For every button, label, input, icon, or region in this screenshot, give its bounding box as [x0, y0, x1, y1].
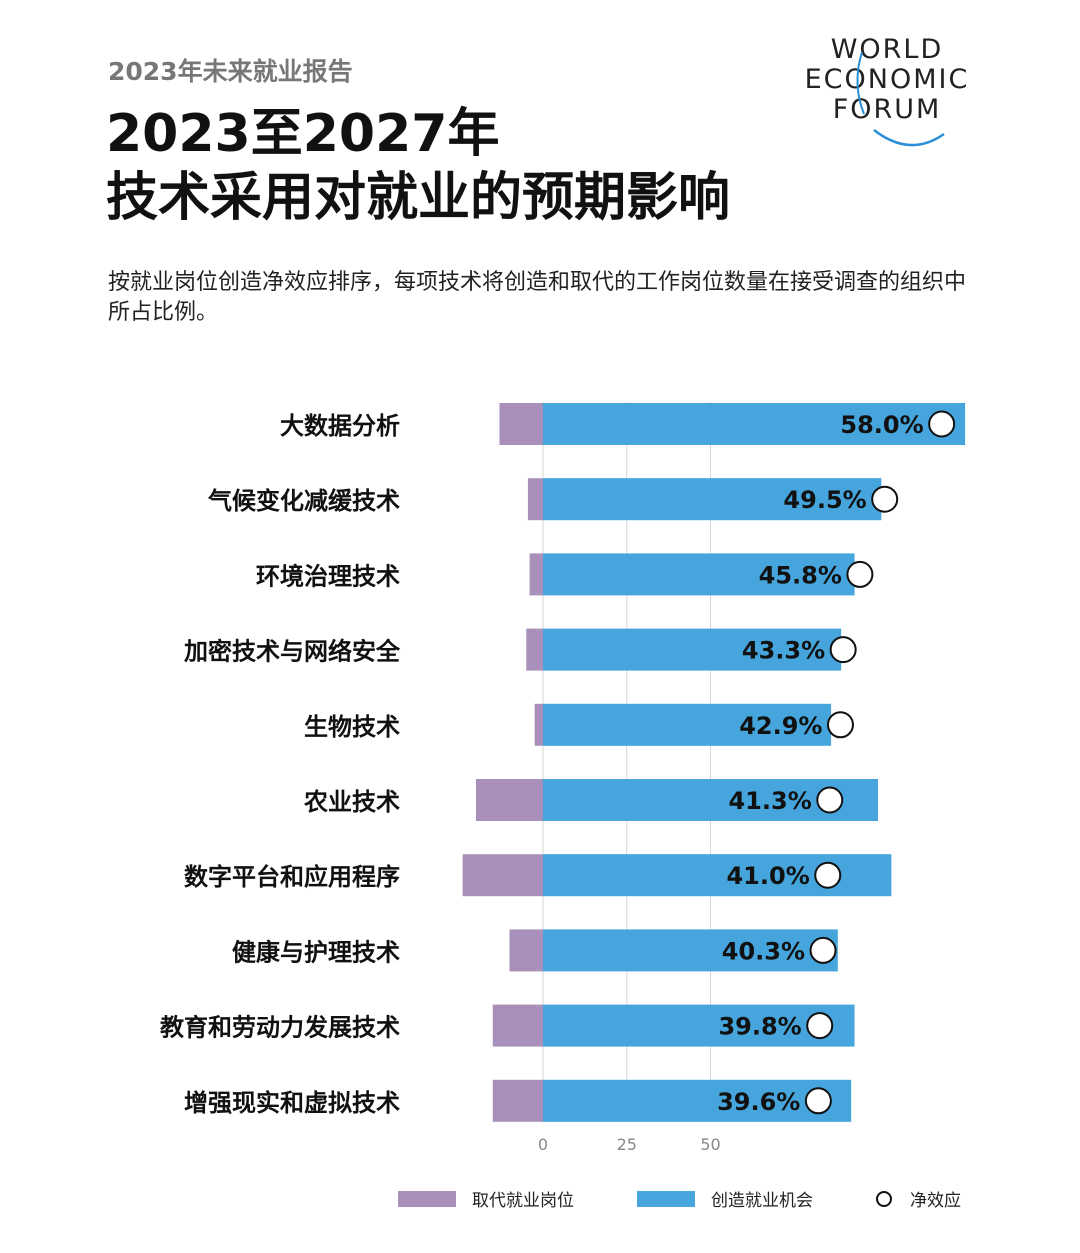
category-label: 增强现实和虚拟技术: [184, 1089, 400, 1117]
net-effect-marker: [846, 560, 874, 588]
net-effect-marker: [804, 1087, 832, 1115]
displaced-bar: [534, 703, 543, 746]
x-tick-label: 0: [538, 1135, 548, 1154]
logo-line-3: FORUM: [832, 94, 942, 125]
net-effect-marker: [816, 786, 844, 814]
category-label: 教育和劳动力发展技术: [160, 1014, 400, 1042]
net-effect-marker: [928, 410, 956, 438]
category-label: 环境治理技术: [256, 562, 400, 590]
net-effect-marker: [809, 936, 837, 964]
logo-line-1: WORLD: [830, 34, 944, 65]
legend-swatch-created: [637, 1190, 695, 1207]
net-effect-label: 41.0%: [726, 862, 809, 890]
displaced-bar: [527, 478, 543, 521]
net-effect-label: 39.8%: [718, 1013, 801, 1041]
logo-arc-icon: [856, 51, 945, 147]
legend-label-displaced: 取代就业岗位: [472, 1191, 574, 1211]
legend-item-net: 净效应: [876, 1186, 961, 1211]
logo-line-2: ECONOMIC: [804, 64, 970, 95]
created-bar: [543, 1004, 855, 1047]
category-label: 加密技术与网络安全: [184, 638, 401, 666]
category-label: 农业技术: [303, 788, 400, 816]
displaced-bar: [526, 628, 543, 671]
created-bar: [543, 628, 842, 671]
created-bar: [543, 1079, 852, 1122]
net-effect-label: 41.3%: [728, 787, 811, 815]
net-effect-label: 40.3%: [722, 937, 805, 965]
created-bar: [543, 929, 838, 972]
chart-subtitle: 按就业岗位创造净效应排序，每项技术将创造和取代的工作岗位数量在接受调查的组织中所…: [108, 270, 967, 325]
created-bar: [543, 553, 855, 596]
created-bar: [543, 703, 832, 746]
category-label: 气候变化减缓技术: [207, 487, 400, 515]
page-title: 2023至2027年 技术采用对就业的预期影响: [106, 102, 730, 230]
x-tick-label: 25: [617, 1135, 637, 1154]
displaced-bar: [529, 553, 543, 596]
bar-chart: 0 25 50 大数据分析 58.0% 气候变化减缓技术 49.5% 环境治理技术 45.8% 加…: [160, 402, 966, 1154]
displaced-bar: [509, 929, 543, 972]
title-line-2: 技术采用对就业的预期影响: [106, 168, 731, 228]
net-effect-marker: [826, 711, 854, 739]
net-effect-marker: [806, 1012, 834, 1040]
chart-legend: 取代就业岗位 创造就业机会 净效应: [0, 1186, 1080, 1216]
legend-label-created: 创造就业机会: [711, 1191, 813, 1211]
net-effect-marker: [814, 861, 842, 889]
x-tick-label: 50: [700, 1135, 720, 1154]
legend-label-net: 净效应: [910, 1191, 961, 1211]
net-effect-label: 45.8%: [759, 561, 842, 589]
displaced-bar: [476, 779, 543, 821]
legend-circle-net: [876, 1190, 892, 1207]
created-bar: [543, 478, 882, 521]
category-label: 大数据分析: [280, 412, 400, 440]
net-effect-label: 42.9%: [739, 712, 822, 740]
net-effect-marker: [871, 485, 899, 513]
category-label: 数字平台和应用程序: [184, 863, 400, 891]
legend-item-created: 创造就业机会: [637, 1186, 813, 1211]
created-bar: [543, 403, 966, 445]
title-line-1: 2023至2027年: [106, 104, 500, 164]
wef-logo: WORLD ECONOMIC FORUM: [792, 34, 992, 154]
displaced-bar: [499, 403, 543, 445]
displaced-bar: [462, 854, 543, 897]
displaced-bar: [492, 1079, 543, 1122]
displaced-bar: [492, 1004, 543, 1047]
net-effect-marker: [829, 636, 857, 664]
net-effect-label: 58.0%: [840, 411, 923, 439]
report-label: 2023年未来就业报告: [108, 57, 353, 86]
category-label: 健康与护理技术: [232, 938, 400, 966]
category-label: 生物技术: [304, 713, 400, 741]
legend-swatch-displaced: [398, 1190, 456, 1207]
net-effect-label: 43.3%: [742, 637, 825, 665]
legend-item-displaced: 取代就业岗位: [398, 1186, 574, 1211]
net-effect-label: 39.6%: [717, 1088, 800, 1116]
net-effect-label: 49.5%: [783, 486, 866, 514]
